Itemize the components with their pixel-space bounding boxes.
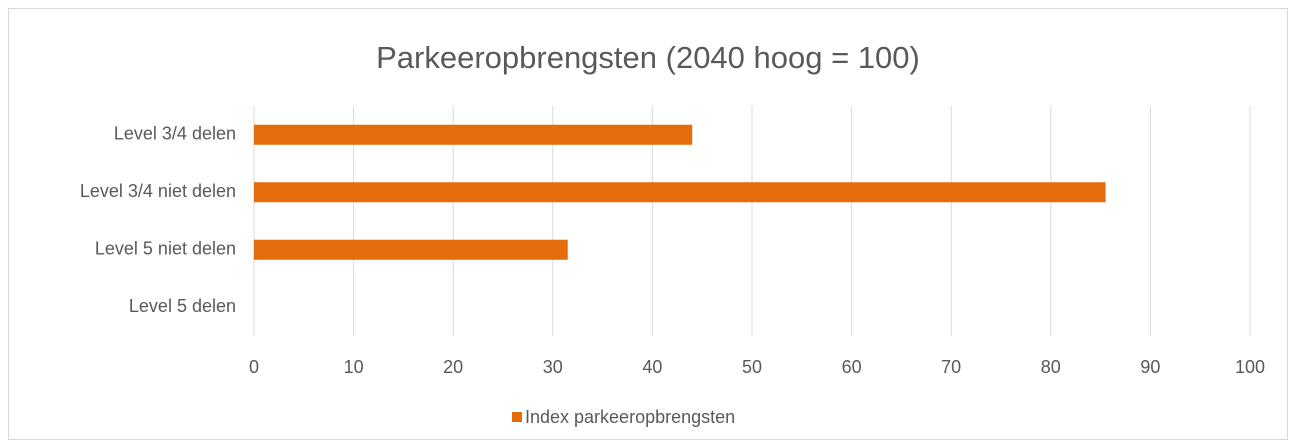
x-tick-label: 10 [344,357,364,377]
x-tick-label: 90 [1140,357,1160,377]
x-tick-label: 100 [1235,357,1265,377]
y-tick-label: Level 5 delen [129,296,236,316]
y-tick-label: Level 5 niet delen [95,239,236,259]
bar [254,239,568,260]
x-tick-label: 60 [842,357,862,377]
y-tick-label: Level 3/4 niet delen [80,181,236,201]
bar [254,124,693,145]
legend-label: Index parkeeropbrengsten [525,407,735,427]
x-tick-label: 80 [1041,357,1061,377]
x-tick-label: 0 [249,357,259,377]
legend-swatch [512,412,522,422]
x-tick-label: 30 [543,357,563,377]
y-tick-label: Level 3/4 delen [114,124,236,144]
bar [254,182,1106,203]
x-tick-label: 20 [443,357,463,377]
chart-frame [8,8,1288,440]
chart-title: Parkeeropbrengsten (2040 hoog = 100) [376,40,920,75]
x-tick-label: 50 [742,357,762,377]
x-tick-label: 70 [941,357,961,377]
x-tick-label: 40 [642,357,662,377]
